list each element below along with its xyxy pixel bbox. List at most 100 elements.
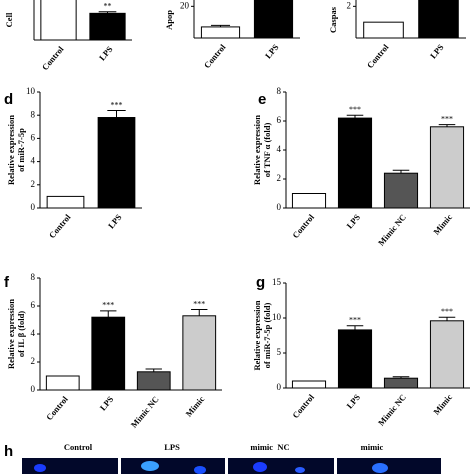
y-axis-label: Relative expression [6,115,16,185]
x-tick-label: Control [202,42,228,71]
error-bar [100,310,117,318]
bar [291,380,327,389]
x-tick-label: Control [365,42,391,71]
x-tick-label: Mimic [183,394,206,419]
bar [97,117,136,209]
y-tick-label: 5 [277,347,282,357]
y-tick-label: 8 [277,86,282,96]
bar [291,193,327,209]
y-axis-label: Relative expression [252,300,262,370]
bar [429,320,465,389]
x-tick-label: LPS [106,212,124,231]
x-tick-label: LPS [428,42,446,61]
y-axis-label: Caspas [328,6,338,33]
bar [337,329,373,389]
significance: *** [102,301,114,310]
panel-letter: e [258,91,266,108]
y-axis-label: Apop [164,10,174,30]
significance: *** [349,105,361,114]
y-tick-label: 6 [277,115,282,125]
y-tick-label: 6 [31,300,36,310]
y-axis-label: Relative expression [6,299,16,369]
y-axis-label: of miR-7-5p [16,128,26,172]
panel-letter: f [4,274,10,291]
error-bar [392,376,410,379]
y-tick-label: 4 [31,156,36,166]
bar [418,0,459,39]
panel-letter: g [256,274,265,291]
significance: *** [349,316,361,325]
significance: *** [193,299,205,308]
x-tick-label: Mimic NC [376,392,408,428]
panel-letter: h [4,443,13,460]
y-tick-label: 0 [31,202,36,212]
y-axis-label: Cell [4,12,14,27]
image-label: mimic NC [250,442,289,452]
image-label: LPS [164,442,180,452]
x-tick-label: LPS [98,394,116,413]
bar [383,172,419,209]
bar [136,371,171,391]
y-tick-label: 0 [31,384,36,394]
bar [253,0,294,39]
bar [89,12,126,41]
y-axis-label: Relative expression [252,115,262,185]
bar [40,0,77,41]
x-tick-label: Control [290,212,316,241]
y-tick-label: 4 [277,144,282,154]
significance: *** [441,114,453,123]
y-tick-label: 10 [272,312,282,322]
x-tick-label: Control [40,44,66,73]
y-tick-label: 10 [26,86,36,96]
y-tick-label: 6 [31,132,36,142]
error-bar [107,110,126,118]
x-tick-label: Control [47,212,73,241]
x-tick-label: Mimic NC [376,212,408,248]
y-axis-label: of IL β (fold) [16,311,26,357]
error-bar [145,368,162,372]
x-tick-label: LPS [263,42,281,61]
x-tick-label: LPS [344,212,362,231]
y-tick-label: 0 [277,202,282,212]
error-bar [346,325,364,330]
x-tick-label: Mimic [431,392,454,417]
bar [182,315,217,391]
image-label: mimic [361,442,384,452]
bar [429,126,465,209]
y-tick-label: 0 [277,382,282,392]
error-bar [98,11,117,14]
bar [45,375,80,391]
x-tick-label: Control [290,392,316,421]
y-axis-label: of miR-7-5p (fold) [262,303,272,369]
error-bar [438,124,456,127]
micrographs [22,458,441,474]
panel-letter: d [4,91,13,108]
bar [91,316,126,391]
y-tick-label: 2 [277,173,282,183]
significance: *** [441,307,453,316]
y-tick-label: 15 [272,277,282,287]
y-tick-label: 2 [31,179,36,189]
bar [46,195,85,209]
bar [337,117,373,209]
y-axis-label: of TNF α (fold) [262,123,272,178]
y-tick-label: 20 [180,0,190,10]
error-bar [191,309,208,316]
y-tick-label: 8 [31,109,36,119]
x-tick-label: LPS [97,44,115,63]
significance: ** [104,2,112,11]
error-bar [438,316,456,321]
bar [363,21,404,39]
error-bar [392,169,410,174]
x-tick-label: Control [44,394,70,423]
error-bar [346,114,364,119]
error-bar [210,24,231,27]
image-label: Control [64,442,93,452]
bar [383,377,419,389]
x-tick-label: LPS [344,392,362,411]
y-tick-label: 8 [31,272,36,282]
significance: *** [111,100,123,109]
y-tick-label: 2 [347,0,352,10]
